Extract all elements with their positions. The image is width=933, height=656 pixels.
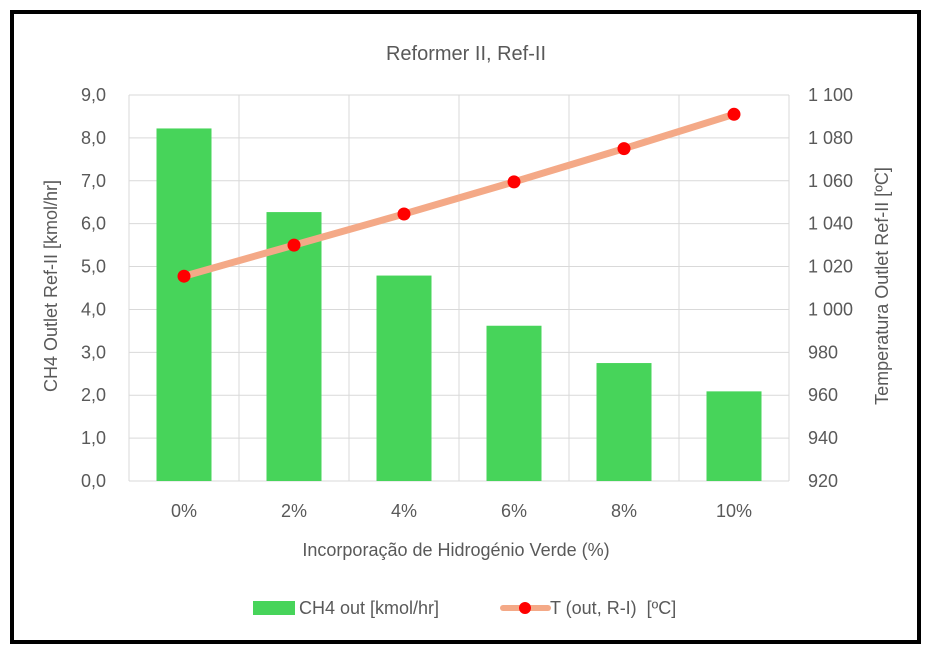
left-axis-ticks: 0,0 1,0 2,0 3,0 4,0 5,0 6,0 7,0 8,0 9,0: [81, 85, 106, 491]
bar-2%: [266, 212, 322, 481]
temperature-point-4%: [397, 207, 411, 221]
left-tick-label: 5,0: [81, 257, 106, 277]
right-tick-label: 980: [808, 342, 838, 362]
bar-4%: [376, 275, 432, 481]
right-tick-label: 1 040: [808, 214, 853, 234]
legend: CH4 out [kmol/hr] T (out, R-I) [ºC]: [253, 598, 676, 618]
x-axis-label: Incorporação de Hidrogénio Verde (%): [302, 540, 609, 560]
bar-10%: [706, 391, 762, 481]
legend-bar-swatch: [253, 601, 295, 615]
left-axis-label: CH4 Outlet Ref-II [kmol/hr]: [41, 180, 61, 392]
left-tick-label: 2,0: [81, 385, 106, 405]
bar-8%: [596, 363, 652, 481]
right-tick-label: 940: [808, 428, 838, 448]
temperature-point-6%: [507, 175, 521, 189]
chart-frame: Reformer II, Ref-II 0,0 1,0 2,0 3,0 4,0 5,0 6,…: [10, 10, 921, 644]
x-tick-label: 8%: [611, 501, 637, 521]
temperature-point-2%: [287, 238, 301, 252]
bar-series: [156, 128, 762, 481]
line-series: [177, 107, 741, 283]
legend-bar-label: CH4 out [kmol/hr]: [299, 598, 439, 618]
gridlines: [128, 94, 790, 482]
x-tick-label: 10%: [716, 501, 752, 521]
right-tick-label: 1 020: [808, 257, 853, 277]
left-tick-label: 8,0: [81, 128, 106, 148]
right-tick-label: 960: [808, 385, 838, 405]
left-tick-label: 1,0: [81, 428, 106, 448]
right-tick-label: 1 060: [808, 171, 853, 191]
bar-0%: [156, 128, 212, 481]
temperature-point-10%: [727, 107, 741, 121]
x-tick-label: 0%: [171, 501, 197, 521]
right-tick-label: 1 080: [808, 128, 853, 148]
x-tick-label: 4%: [391, 501, 417, 521]
temperature-point-8%: [617, 142, 631, 156]
left-tick-label: 9,0: [81, 85, 106, 105]
temperature-line: [180, 110, 738, 280]
legend-line-label: T (out, R-I) [ºC]: [550, 598, 676, 618]
x-axis-ticks: 0% 2% 4% 6% 8% 10%: [171, 501, 752, 521]
left-tick-label: 6,0: [81, 214, 106, 234]
bar-6%: [486, 325, 542, 481]
right-tick-label: 1 000: [808, 299, 853, 319]
x-tick-label: 2%: [281, 501, 307, 521]
chart-title: Reformer II, Ref-II: [386, 43, 546, 65]
x-tick-label: 6%: [501, 501, 527, 521]
right-tick-label: 1 100: [808, 85, 853, 105]
left-tick-label: 4,0: [81, 299, 106, 319]
temperature-point-0%: [177, 269, 191, 283]
chart-svg: Reformer II, Ref-II 0,0 1,0 2,0 3,0 4,0 5,0 6,…: [41, 43, 892, 618]
right-tick-label: 920: [808, 471, 838, 491]
left-tick-label: 3,0: [81, 342, 106, 362]
left-tick-label: 7,0: [81, 171, 106, 191]
right-axis-ticks: 920 940 960 980 1 000 1 020 1 040 1 060 1 080 1 1…: [808, 85, 853, 491]
legend-line-marker: [519, 602, 531, 614]
left-tick-label: 0,0: [81, 471, 106, 491]
right-axis-label: Temperatura Outlet Ref-II [ºC]: [872, 167, 892, 405]
